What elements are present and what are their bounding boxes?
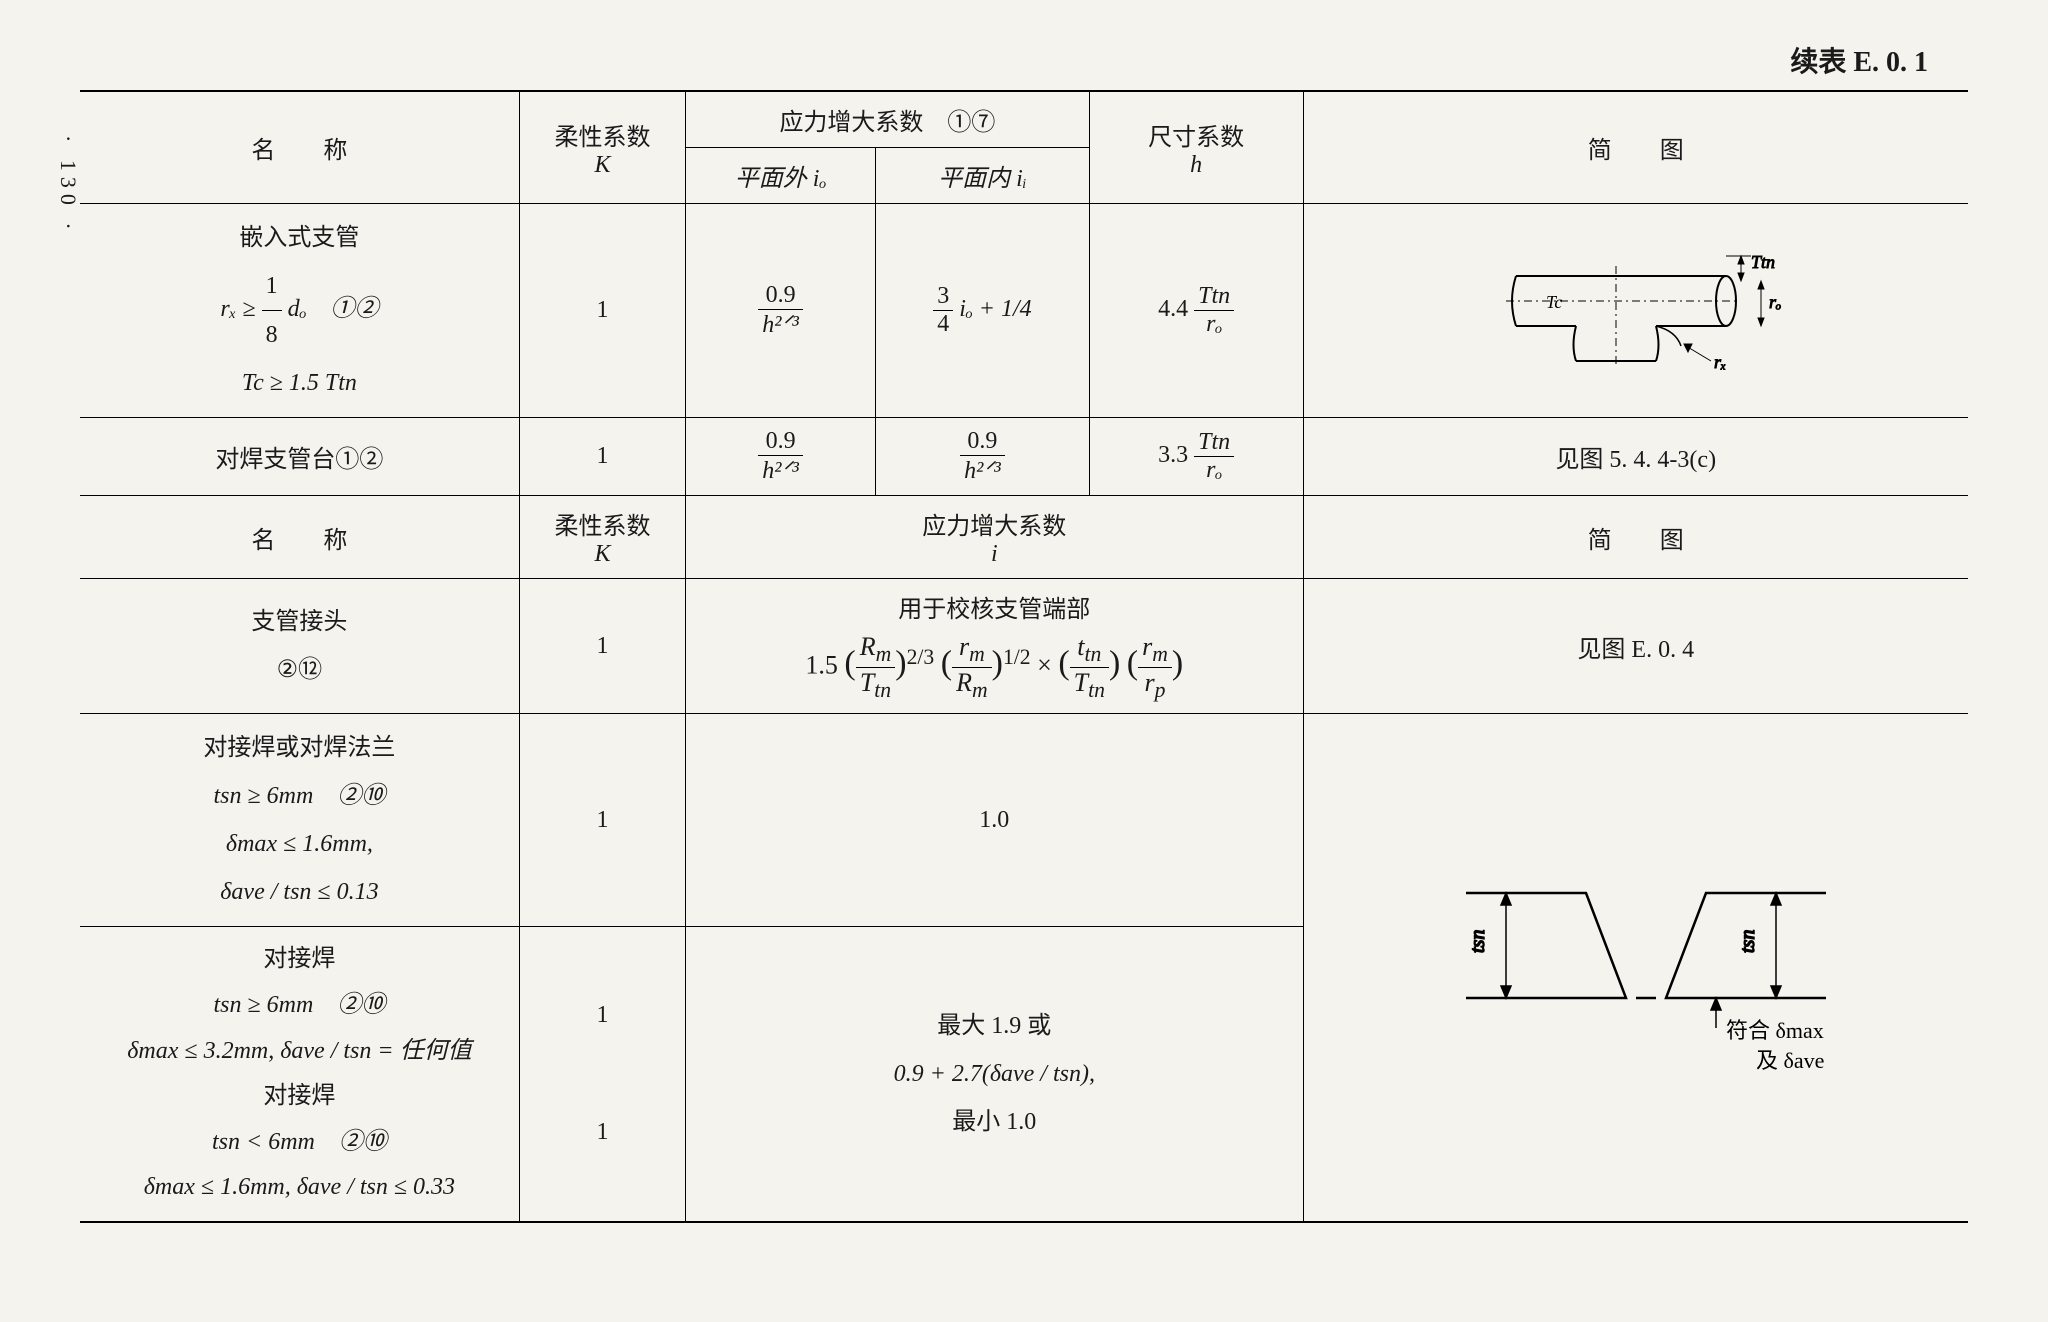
sif-label: 应力增大系数 bbox=[922, 514, 1066, 540]
col-k: 柔性系数 K bbox=[519, 496, 685, 579]
name-line3: δmax ≤ 3.2mm, δave / tsn = 任何值 bbox=[94, 1029, 505, 1075]
header-row-2: 名 称 柔性系数 K 应力增大系数 i 简 图 bbox=[80, 496, 1968, 579]
k-symbol: K bbox=[594, 541, 610, 567]
svg-text:Tc: Tc bbox=[1546, 292, 1562, 312]
header-row-1: 名 称 柔性系数 K 应力增大系数 ①⑦ 尺寸系数 h 简 图 bbox=[80, 91, 1968, 148]
col-name: 名 称 bbox=[80, 496, 519, 579]
name-line6: δmax ≤ 1.6mm, δave / tsn ≤ 0.33 bbox=[94, 1165, 505, 1211]
sif-formula: 1.5 (RmTtn)2/3 (rmRm)1/2 × (ttnTtn) (rmr… bbox=[700, 632, 1288, 703]
cell-name: 对接焊 tsn ≥ 6mm ②⑩ δmax ≤ 3.2mm, δave / ts… bbox=[80, 927, 519, 1222]
and-label: 及 δave bbox=[1756, 1048, 1824, 1073]
k-value-2: 1 bbox=[534, 1119, 671, 1146]
row-buttweld-outlet: 对焊支管台①② 1 0.9h²ᐟ³ 0.9h²ᐟ³ 3.3 Ttnrₒ 见图 5… bbox=[80, 418, 1968, 496]
engineering-table: 名 称 柔性系数 K 应力增大系数 ①⑦ 尺寸系数 h 简 图 平面外 iₒ 平… bbox=[80, 90, 1968, 1223]
conforms-label: 符合 δmax bbox=[1726, 1018, 1824, 1043]
cell-sif: 用于校核支管端部 1.5 (RmTtn)2/3 (rmRm)1/2 × (ttn… bbox=[686, 579, 1303, 714]
name-line3: δmax ≤ 1.6mm, bbox=[94, 820, 505, 868]
cell-name: 支管接头 ②⑫ bbox=[80, 579, 519, 714]
col-k: 柔性系数 K bbox=[519, 91, 685, 204]
cell-name: 对焊支管台①② bbox=[80, 418, 519, 496]
row-inset-branch: 嵌入式支管 rₓ ≥ 18 dₒ ①② Tc ≥ 1.5 Ttn 1 0.9h²… bbox=[80, 204, 1968, 418]
row-branch-connection: 支管接头 ②⑫ 1 用于校核支管端部 1.5 (RmTtn)2/3 (rmRm)… bbox=[80, 579, 1968, 714]
sif-line2: 0.9 + 2.7(δave / tsn), bbox=[700, 1050, 1288, 1098]
svg-text:rₓ: rₓ bbox=[1714, 352, 1726, 372]
cell-ii: 34 iₒ + 1/4 bbox=[876, 204, 1090, 418]
page-number: · 130 · bbox=[55, 135, 81, 236]
name-line4: 对接焊 bbox=[94, 1074, 505, 1120]
weld-joint-diagram: tsn tsn 符合 δmax 及 δave bbox=[1406, 843, 1866, 1093]
tee-fitting-diagram: Ttn rₒ Tc rₓ bbox=[1476, 226, 1796, 396]
cell-io: 0.9h²ᐟ³ bbox=[686, 204, 876, 418]
cell-k: 1 bbox=[519, 714, 685, 927]
cell-figure: Ttn rₒ Tc rₓ bbox=[1303, 204, 1968, 418]
k-label: 柔性系数 bbox=[554, 125, 650, 151]
sif-line3: 最小 1.0 bbox=[700, 1098, 1288, 1146]
svg-text:Ttn: Ttn bbox=[1751, 252, 1775, 272]
col-h: 尺寸系数 h bbox=[1089, 91, 1303, 204]
h-label: 尺寸系数 bbox=[1148, 125, 1244, 151]
h-symbol: h bbox=[1190, 152, 1202, 178]
row-buttweld-flange: 对接焊或对焊法兰 tsn ≥ 6mm ②⑩ δmax ≤ 1.6mm, δave… bbox=[80, 714, 1968, 927]
col-name: 名 称 bbox=[80, 91, 519, 204]
sif-symbol: i bbox=[991, 541, 998, 567]
cell-h: 3.3 Ttnrₒ bbox=[1089, 418, 1303, 496]
name-line2: ②⑫ bbox=[94, 646, 505, 694]
cell-io: 0.9h²ᐟ³ bbox=[686, 418, 876, 496]
name-line1: 嵌入式支管 bbox=[94, 214, 505, 262]
continuation-title: 续表 E. 0. 1 bbox=[80, 40, 1968, 80]
cell-k: 1 bbox=[519, 579, 685, 714]
cell-figure: 见图 E. 0. 4 bbox=[1303, 579, 1968, 714]
col-ii: 平面内 iᵢ bbox=[876, 148, 1090, 204]
sif-line1: 最大 1.9 或 bbox=[700, 1002, 1288, 1050]
k-label: 柔性系数 bbox=[554, 514, 650, 540]
svg-text:tsn: tsn bbox=[1737, 929, 1759, 952]
cell-k: 1 bbox=[519, 204, 685, 418]
name-line1: 对接焊或对焊法兰 bbox=[94, 724, 505, 772]
col-io: 平面外 iₒ bbox=[686, 148, 876, 204]
col-figure: 简 图 bbox=[1303, 496, 1968, 579]
cell-sif: 1.0 bbox=[686, 714, 1303, 927]
name-line5: tsn < 6mm ②⑩ bbox=[94, 1120, 505, 1166]
name-line1: 对接焊 bbox=[94, 937, 505, 983]
cell-figure: 见图 5. 4. 4-3(c) bbox=[1303, 418, 1968, 496]
name-line1: 支管接头 bbox=[94, 598, 505, 646]
cell-k: 1 1 bbox=[519, 927, 685, 1222]
svg-text:tsn: tsn bbox=[1467, 929, 1489, 952]
svg-text:rₒ: rₒ bbox=[1769, 292, 1781, 312]
cell-sif: 最大 1.9 或 0.9 + 2.7(δave / tsn), 最小 1.0 bbox=[686, 927, 1303, 1222]
name-line2: rₓ ≥ 18 dₒ ①② bbox=[94, 262, 505, 359]
k-value-1: 1 bbox=[534, 1002, 671, 1029]
name-line4: δave / tsn ≤ 0.13 bbox=[94, 868, 505, 916]
name-line2: tsn ≥ 6mm ②⑩ bbox=[94, 772, 505, 820]
sif-line1: 用于校核支管端部 bbox=[700, 589, 1288, 624]
cell-ii: 0.9h²ᐟ³ bbox=[876, 418, 1090, 496]
col-figure: 简 图 bbox=[1303, 91, 1968, 204]
cell-k: 1 bbox=[519, 418, 685, 496]
cell-figure: tsn tsn 符合 δmax 及 δave bbox=[1303, 714, 1968, 1222]
col-sif: 应力增大系数 ①⑦ bbox=[686, 91, 1090, 148]
k-symbol: K bbox=[594, 152, 610, 178]
name-line3: Tc ≥ 1.5 Ttn bbox=[94, 359, 505, 407]
name-line2: tsn ≥ 6mm ②⑩ bbox=[94, 983, 505, 1029]
cell-h: 4.4 Ttnrₒ bbox=[1089, 204, 1303, 418]
cell-name: 嵌入式支管 rₓ ≥ 18 dₒ ①② Tc ≥ 1.5 Ttn bbox=[80, 204, 519, 418]
col-sif: 应力增大系数 i bbox=[686, 496, 1303, 579]
cell-name: 对接焊或对焊法兰 tsn ≥ 6mm ②⑩ δmax ≤ 1.6mm, δave… bbox=[80, 714, 519, 927]
